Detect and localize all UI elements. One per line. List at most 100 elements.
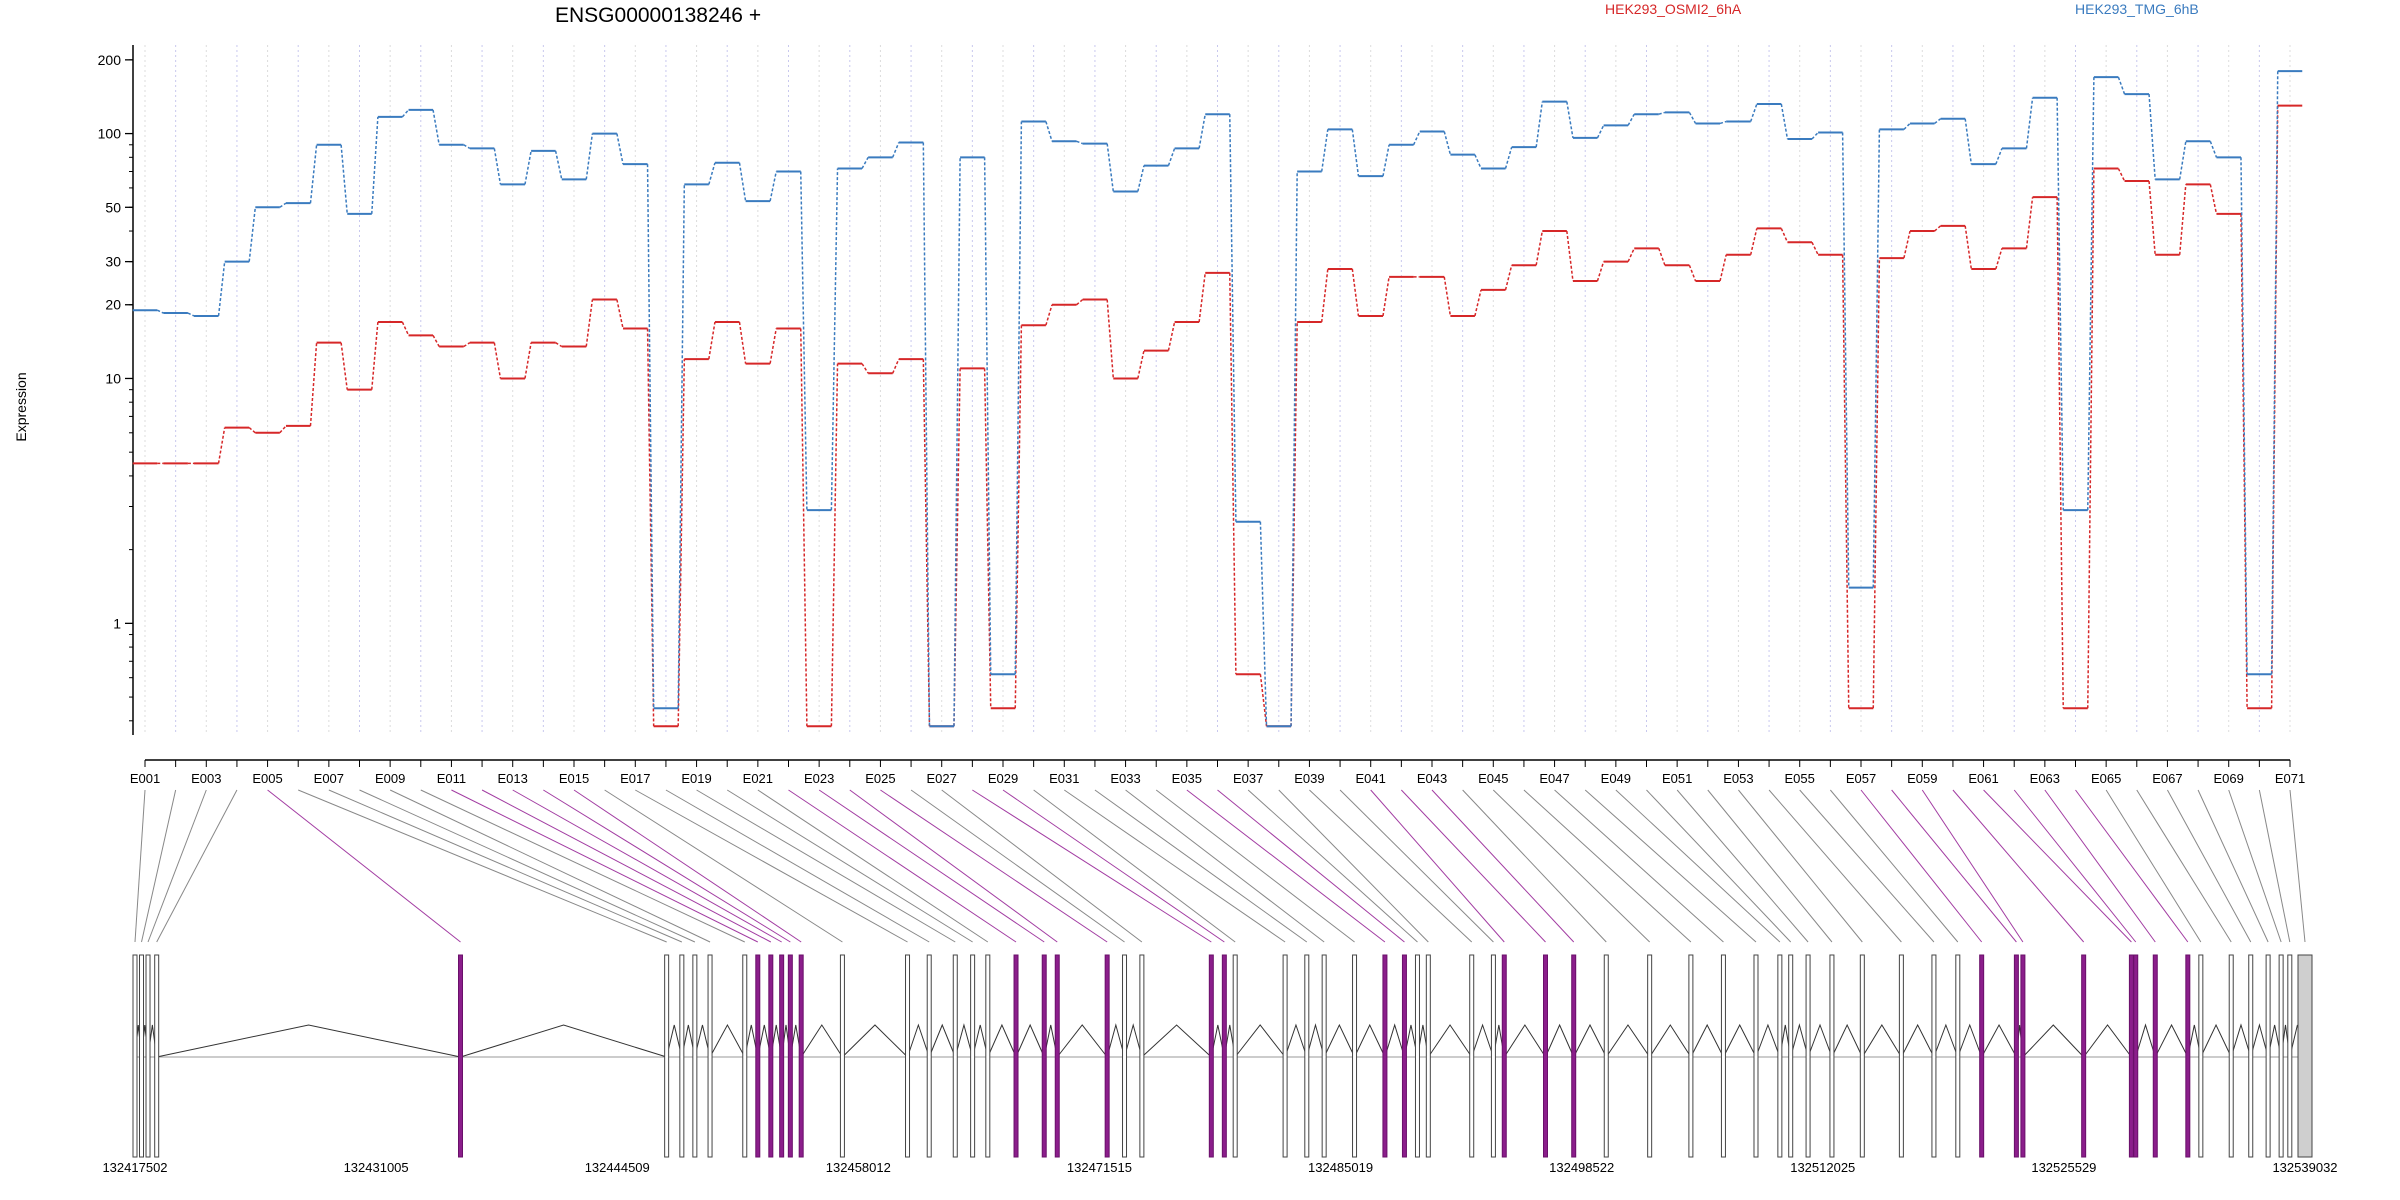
exon-box bbox=[1321, 954, 1327, 1158]
series-connector bbox=[1106, 143, 1115, 192]
exon-box bbox=[1425, 954, 1431, 1158]
exon-box bbox=[2248, 954, 2254, 1158]
series-connector bbox=[1045, 121, 1053, 142]
exon-box bbox=[742, 954, 748, 1158]
y-tick-label: 10 bbox=[105, 370, 121, 386]
intron-arc bbox=[709, 1023, 746, 1058]
exon-connector bbox=[1891, 789, 2017, 943]
series-connector bbox=[1780, 103, 1789, 140]
exon-connector bbox=[1799, 789, 1935, 943]
exon-connector bbox=[2075, 789, 2189, 943]
series-connector bbox=[1443, 131, 1452, 155]
series-connector bbox=[585, 299, 594, 347]
exon-box bbox=[1104, 954, 1110, 1158]
x-tick-label: E041 bbox=[1356, 771, 1386, 786]
x-tick-label: E007 bbox=[314, 771, 344, 786]
x-tick-label: E065 bbox=[2091, 771, 2121, 786]
exon-connector bbox=[696, 789, 956, 943]
series-connector bbox=[217, 261, 226, 317]
exon-connector bbox=[1400, 789, 1546, 943]
x-tick-label: E035 bbox=[1172, 771, 1202, 786]
genomic-coordinate-label: 132485019 bbox=[1308, 1160, 1373, 1175]
intron-arc bbox=[1649, 1024, 1692, 1058]
series-connector bbox=[1841, 254, 1850, 709]
series-connector bbox=[616, 133, 624, 165]
intron-arc bbox=[987, 1023, 1017, 1058]
exon-box bbox=[1647, 954, 1653, 1158]
exon-connector bbox=[1094, 789, 1308, 943]
series-2 bbox=[132, 70, 2303, 728]
exon-box bbox=[1352, 954, 1358, 1158]
exon-connector bbox=[1370, 789, 1505, 943]
series-connector bbox=[616, 299, 624, 329]
intron-arc bbox=[2022, 1024, 2085, 1058]
exon-connector bbox=[2136, 789, 2232, 943]
exon-box bbox=[2013, 954, 2019, 1158]
series-connector bbox=[953, 368, 961, 727]
exon-box bbox=[1041, 954, 1047, 1158]
series-connector bbox=[1903, 230, 1911, 259]
series-connector bbox=[1535, 230, 1544, 266]
series-connector bbox=[1934, 118, 1942, 125]
exon-box bbox=[1603, 954, 1609, 1158]
x-axis: E001 E003 E005 E007 E009 E011 E013 E015 E017 E019… bbox=[130, 759, 2305, 786]
y-tick-label: 200 bbox=[98, 52, 122, 68]
series-connector bbox=[1688, 112, 1697, 124]
series-connector bbox=[2117, 168, 2126, 182]
exon-connector bbox=[1217, 789, 1405, 943]
intron-arc bbox=[1234, 1024, 1286, 1058]
exon-box bbox=[2152, 954, 2158, 1158]
exon-box bbox=[1013, 954, 1019, 1158]
gridlines bbox=[144, 45, 2291, 735]
exon-connector bbox=[2105, 789, 2202, 943]
exon-box bbox=[1898, 954, 1904, 1158]
series-connector bbox=[983, 368, 992, 709]
intron-arc bbox=[1284, 1023, 1308, 1058]
series-connector bbox=[1351, 268, 1360, 317]
series-connector bbox=[1995, 148, 2003, 165]
exon-box bbox=[692, 954, 698, 1158]
exon-box bbox=[1054, 954, 1060, 1158]
chart-title: ENSG00000138246 + bbox=[555, 4, 761, 27]
exon-box bbox=[132, 954, 138, 1158]
series-connector bbox=[309, 144, 318, 204]
series-connector bbox=[1658, 111, 1666, 115]
exon-box bbox=[1955, 954, 1961, 1158]
series-connector bbox=[1749, 228, 1758, 255]
exon-box bbox=[1490, 954, 1496, 1158]
series-connector bbox=[463, 144, 471, 150]
x-tick-label: E047 bbox=[1539, 771, 1569, 786]
exon-connector bbox=[543, 789, 791, 943]
series-connector bbox=[1504, 146, 1513, 169]
series-connector bbox=[1995, 248, 2003, 270]
x-tick-label: E033 bbox=[1110, 771, 1140, 786]
exon-box bbox=[1543, 954, 1548, 1158]
exon-box bbox=[1122, 954, 1128, 1158]
exon-connector bbox=[1676, 789, 1809, 943]
x-tick-label: E001 bbox=[130, 771, 160, 786]
x-tick-label: E021 bbox=[743, 771, 773, 786]
intron-arc bbox=[928, 1023, 956, 1058]
intron-arc bbox=[1503, 1024, 1546, 1058]
exon-box bbox=[2228, 954, 2234, 1158]
series-1 bbox=[132, 104, 2303, 728]
x-tick-label: E005 bbox=[252, 771, 282, 786]
series-connector bbox=[861, 363, 869, 374]
x-tick-label: E017 bbox=[620, 771, 650, 786]
series-connector bbox=[800, 328, 808, 727]
series-connector bbox=[891, 142, 900, 158]
exon-box bbox=[2185, 954, 2191, 1158]
series-connector bbox=[1229, 114, 1237, 522]
intron-arc bbox=[2154, 1023, 2189, 1058]
series-connector bbox=[1320, 129, 1329, 172]
series-connector bbox=[524, 150, 532, 185]
exon-connector bbox=[389, 789, 711, 943]
y-tick-label: 20 bbox=[105, 297, 121, 313]
x-tick-label: E069 bbox=[2214, 771, 2244, 786]
exon-box bbox=[985, 954, 991, 1158]
series-connector bbox=[677, 359, 686, 727]
series-connector bbox=[2270, 71, 2279, 675]
series-connector bbox=[279, 425, 287, 434]
series-connector bbox=[1535, 101, 1544, 148]
x-tick-label: E055 bbox=[1785, 771, 1815, 786]
